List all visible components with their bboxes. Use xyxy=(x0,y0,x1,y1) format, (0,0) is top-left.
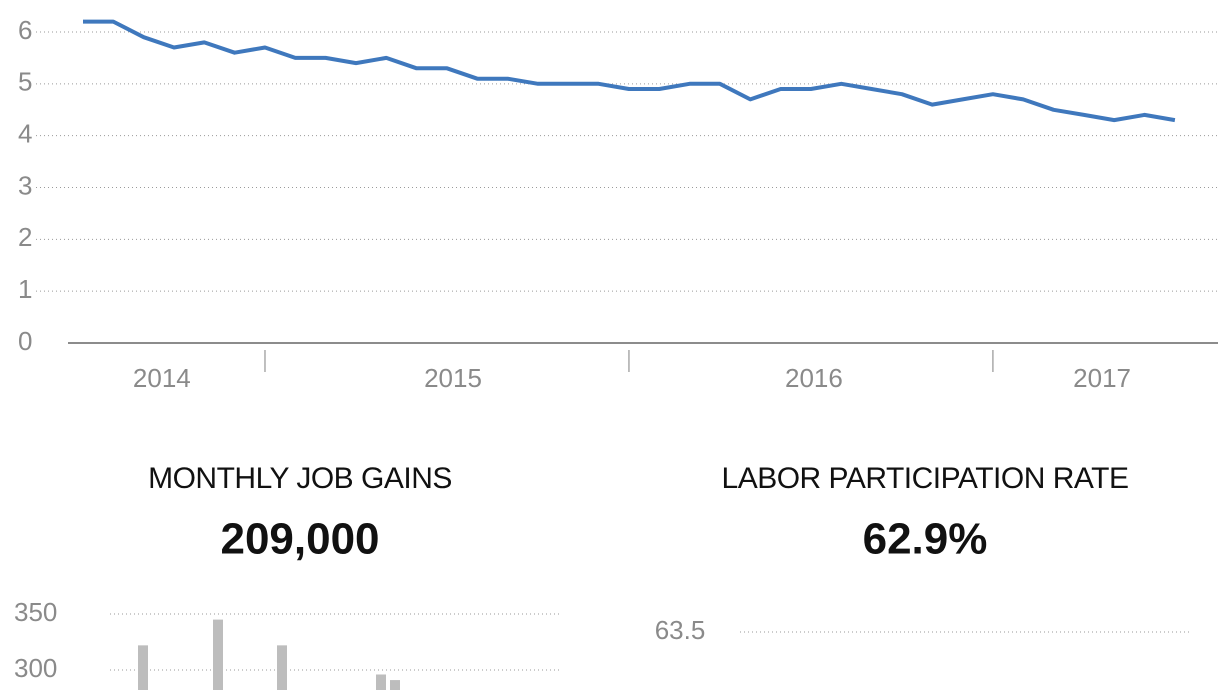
y-tick-label: 0 xyxy=(18,326,32,356)
bar xyxy=(277,645,287,690)
x-tick-label: 2015 xyxy=(424,363,482,393)
chart-title: LABOR PARTICIPATION RATE xyxy=(722,462,1129,495)
y-tick-label: 63.5 xyxy=(655,615,706,645)
bar xyxy=(376,674,386,690)
x-tick-label: 2017 xyxy=(1073,363,1131,393)
y-tick-label: 6 xyxy=(18,15,32,45)
y-tick-label: 3 xyxy=(18,170,32,200)
y-tick-label: 350 xyxy=(14,597,57,627)
headline: 209,000 xyxy=(220,515,379,564)
y-tick-label: 4 xyxy=(18,119,32,149)
headline: 62.9% xyxy=(863,515,988,564)
x-tick-label: 2014 xyxy=(133,363,191,393)
bar xyxy=(138,645,148,690)
y-tick-label: 300 xyxy=(14,653,57,683)
chart-title: MONTHLY JOB GAINS xyxy=(148,462,452,495)
bar xyxy=(213,619,223,690)
bar xyxy=(390,680,400,690)
x-tick-label: 2016 xyxy=(785,363,843,393)
y-tick-label: 5 xyxy=(18,67,32,97)
y-tick-label: 1 xyxy=(18,274,32,304)
line-series xyxy=(83,19,1176,123)
y-tick-label: 2 xyxy=(18,222,32,252)
